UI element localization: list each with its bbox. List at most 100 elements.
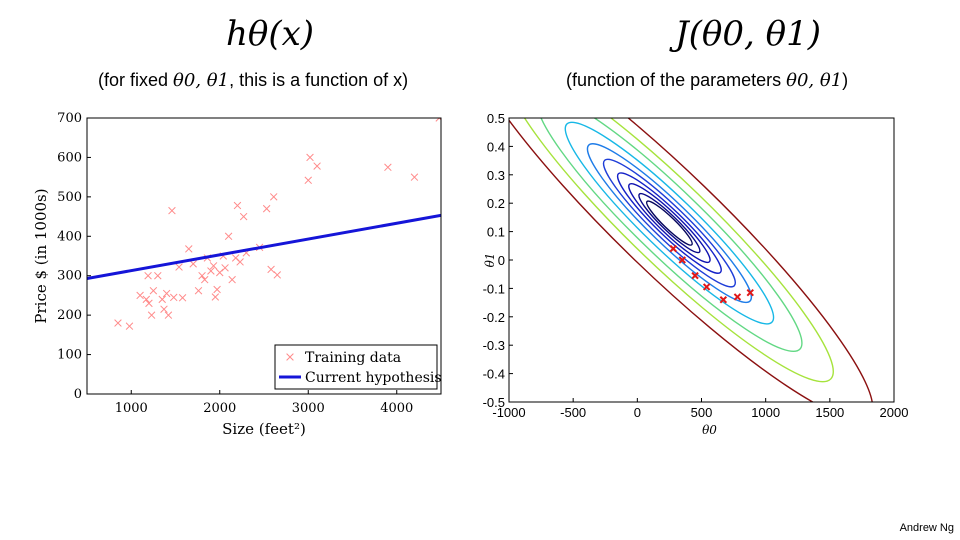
training-data-point (142, 295, 151, 304)
left-subtitle-prefix: (for fixed (98, 70, 174, 90)
training-data-point (269, 193, 278, 201)
contour-line (638, 192, 701, 254)
training-data-point (178, 294, 187, 302)
left-xtick-label: 2000 (203, 401, 236, 416)
contour-area (509, 118, 874, 402)
contour-line (536, 118, 803, 353)
contour-line (564, 121, 775, 325)
training-data-point (198, 271, 206, 280)
training-data-point (410, 173, 419, 181)
legend-label-training: Training data (305, 350, 401, 366)
gradient-step-marker (678, 256, 686, 264)
right-ytick-label: 0.5 (487, 111, 505, 126)
training-data-point (207, 267, 215, 275)
left-subtitle-suffix: , this is a function of x) (229, 70, 409, 90)
left-ytick-label: 200 (57, 308, 82, 323)
left-chart-title: hθ(x) (225, 14, 315, 54)
training-data-point (175, 263, 183, 271)
contour-line (628, 183, 711, 264)
left-ytick-label: 500 (57, 190, 82, 205)
training-data-point (189, 260, 197, 268)
training-data-point (267, 265, 275, 274)
right-xtick-label: 1000 (751, 405, 780, 420)
training-data-point (160, 305, 168, 313)
left-y-axis-label: Price $ (in 1000s) (32, 188, 50, 323)
contour-line (509, 118, 874, 402)
right-ytick-label: 0.2 (487, 196, 505, 211)
left-plot-frame (86, 117, 442, 395)
training-data-point (158, 295, 166, 304)
gradient-step-marker (702, 283, 711, 291)
right-chart-title: J(θ0, θ1) (675, 14, 821, 54)
gradient-step-marker (746, 288, 754, 297)
training-data-point (435, 118, 441, 122)
training-data-point (162, 289, 171, 298)
training-data-point (224, 232, 233, 241)
right-xtick-label: -1000 (492, 405, 525, 420)
legend-label-hypothesis: Current hypothesis (305, 370, 442, 386)
training-data-point (147, 311, 156, 319)
right-xtick-label: -500 (560, 405, 586, 420)
left-x-axis-label: Size (feet²) (222, 420, 306, 438)
training-data-point (194, 286, 203, 295)
right-ytick-label: -0.5 (483, 395, 505, 410)
right-ytick-label: 0.4 (487, 139, 505, 154)
gradient-step-marker (691, 271, 699, 280)
left-subtitle-params: θ0, θ1 (173, 70, 230, 91)
training-data-point (168, 206, 176, 215)
left-plot-area (87, 118, 441, 330)
training-data-point (384, 163, 392, 172)
contour-line (616, 172, 722, 274)
right-ytick-label: -0.4 (483, 367, 505, 382)
training-data-point (211, 293, 220, 301)
contour-line (586, 143, 753, 304)
left-chart-subtitle: (for fixed θ0, θ1, this is a function of… (98, 70, 408, 91)
training-data-point (149, 286, 158, 295)
legend-marker-training (286, 353, 294, 361)
gradient-step-marker (669, 244, 677, 253)
right-chart-subtitle: (function of the parameters θ0, θ1) (566, 70, 848, 91)
contour-line (645, 200, 693, 246)
training-data-point (233, 201, 242, 210)
training-data-point (236, 258, 244, 266)
right-y-axis-label: θ1 (483, 253, 497, 268)
training-data-point (273, 271, 282, 279)
right-subtitle-suffix: ) (842, 70, 849, 90)
training-data-point (228, 275, 236, 284)
training-data-point (164, 311, 173, 319)
gradient-step-marker (719, 296, 728, 304)
right-subtitle-prefix: (function of the parameters (566, 70, 787, 90)
training-data-point (136, 291, 144, 300)
contour-line (509, 118, 834, 383)
author-credit: Andrew Ng (899, 522, 954, 534)
left-ytick-label: 0 (74, 387, 82, 402)
training-data-point (145, 299, 153, 308)
training-data-point (209, 262, 218, 270)
right-ytick-label: 0 (498, 253, 505, 268)
training-data-point (185, 245, 193, 253)
left-ytick-label: 100 (57, 348, 82, 363)
right-ytick-label: 0.3 (487, 168, 505, 183)
training-data-point (200, 275, 209, 284)
training-data-point (154, 271, 162, 280)
left-ytick-label: 400 (57, 229, 82, 244)
left-ytick-label: 600 (57, 150, 82, 165)
right-xtick-label: 2000 (880, 405, 909, 420)
training-data-point (144, 271, 152, 280)
right-ytick-label: 0.1 (487, 225, 505, 240)
training-data-point (306, 153, 314, 162)
hypothesis-line (87, 213, 441, 280)
right-xtick-label: 1500 (815, 405, 844, 420)
legend-box (274, 344, 438, 390)
left-xtick-label: 4000 (380, 401, 413, 416)
right-subtitle-params: θ0, θ1 (786, 70, 843, 91)
training-data-point (313, 162, 321, 170)
left-ytick-label: 700 (57, 111, 82, 126)
left-xtick-label: 3000 (292, 401, 325, 416)
left-ytick-label: 300 (57, 269, 82, 284)
training-data-point (213, 285, 221, 294)
training-data-point (262, 204, 271, 213)
training-data-point (114, 319, 122, 327)
training-data-point (125, 322, 134, 330)
